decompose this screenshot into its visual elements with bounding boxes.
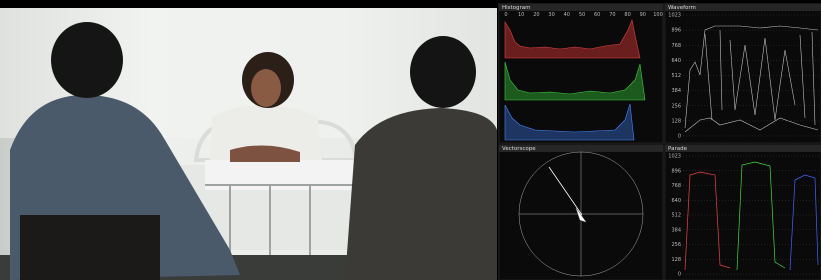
histogram-tick-label: 100 bbox=[653, 12, 663, 18]
parade-tick-label: 0 bbox=[678, 272, 681, 278]
parade-tick-label: 896 bbox=[671, 168, 681, 174]
video-frame bbox=[0, 8, 497, 280]
waveform-tick-label: 0 bbox=[678, 134, 681, 140]
histogram-tick-label: 40 bbox=[564, 12, 570, 18]
waveform-tick-label: 640 bbox=[671, 58, 681, 64]
panel-title: Parade bbox=[668, 146, 688, 152]
histogram-tick-label: 20 bbox=[533, 12, 539, 18]
parade-tick-label: 512 bbox=[671, 213, 681, 219]
histogram-tick-label: 70 bbox=[609, 12, 615, 18]
parade-tick-label: 256 bbox=[671, 242, 681, 248]
parade-tick-label: 1023 bbox=[668, 154, 681, 160]
histogram-tick-label: 60 bbox=[594, 12, 600, 18]
waveform-tick-label: 128 bbox=[671, 118, 681, 124]
parade-tick-label: 640 bbox=[671, 198, 681, 204]
histogram-tick-label: 30 bbox=[548, 12, 554, 18]
panel-title: Vectorscope bbox=[502, 146, 536, 152]
waveform-tick-label: 768 bbox=[671, 43, 681, 49]
scopes-panel bbox=[498, 3, 821, 280]
parade-tick-label: 384 bbox=[671, 227, 681, 233]
waveform-tick-label: 512 bbox=[671, 73, 681, 79]
waveform-tick-label: 256 bbox=[671, 103, 681, 109]
histogram-tick-label: 90 bbox=[640, 12, 646, 18]
parade-tick-label: 128 bbox=[671, 257, 681, 263]
panel-title: Waveform bbox=[668, 5, 696, 11]
histogram-tick-label: 50 bbox=[579, 12, 585, 18]
histogram-tick-label: 80 bbox=[624, 12, 630, 18]
resolve-scopes-screen: Histogram Waveform Vectorscope Parade 0 1… bbox=[0, 0, 821, 280]
histogram-tick-label: 10 bbox=[518, 12, 524, 18]
parade-tick-label: 768 bbox=[671, 183, 681, 189]
histogram-tick-label: 0 bbox=[504, 12, 507, 18]
waveform-tick-label: 896 bbox=[671, 28, 681, 34]
waveform-tick-label: 1023 bbox=[668, 13, 681, 19]
waveform-tick-label: 384 bbox=[671, 88, 681, 94]
panel-title: Histogram bbox=[502, 5, 531, 11]
